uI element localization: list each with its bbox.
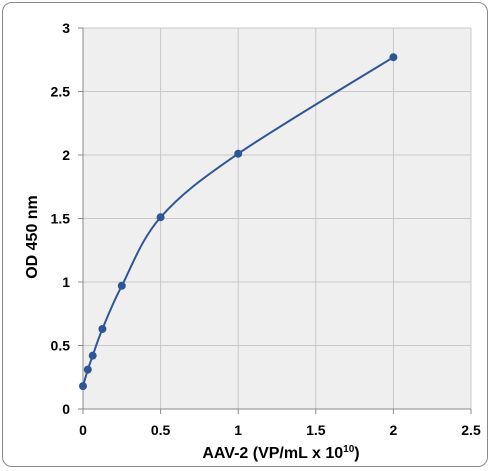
x-axis-title-superscript: 10 (343, 444, 355, 455)
data-point (389, 53, 398, 62)
x-tick-label: 0.5 (151, 422, 171, 438)
x-tick-label: 2.5 (461, 422, 481, 438)
x-tick-label: 2 (390, 422, 398, 438)
x-axis-title: AAV-2 (VP/mL x 1010) (202, 444, 359, 462)
data-point (98, 324, 107, 333)
x-axis-title-main: AAV-2 (VP/mL x 10 (202, 445, 343, 462)
data-point (117, 281, 126, 290)
x-axis-title-suffix: ) (354, 445, 359, 462)
data-point (234, 149, 243, 158)
y-tick-label: 0 (62, 401, 70, 417)
x-tick-label: 1 (234, 422, 242, 438)
y-tick-label: 2.5 (51, 84, 71, 100)
y-tick-label: 0.5 (51, 338, 71, 354)
y-tick-label: 2 (62, 147, 70, 163)
y-ticks: 0 0.5 1 1.5 2 2.5 3 (51, 20, 83, 417)
x-tick-label: 0 (79, 422, 87, 438)
y-tick-label: 1.5 (51, 211, 71, 227)
data-point (83, 365, 92, 374)
data-points (79, 53, 398, 391)
data-point (88, 351, 97, 360)
x-ticks: 0 0.5 1 1.5 2 2.5 (79, 409, 481, 438)
y-tick-label: 1 (62, 274, 70, 290)
y-tick-label: 3 (62, 20, 70, 36)
data-point (79, 382, 87, 391)
data-point (156, 213, 165, 222)
y-axis-title: OD 450 nm (24, 195, 41, 279)
x-tick-label: 1.5 (306, 422, 326, 438)
